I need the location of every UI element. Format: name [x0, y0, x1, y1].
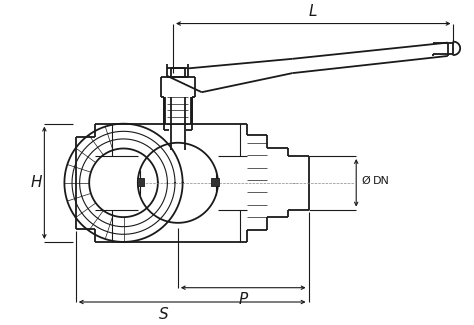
Text: DN: DN — [373, 176, 389, 186]
Bar — [137, 178, 145, 186]
Text: Ø: Ø — [361, 176, 370, 186]
Text: H: H — [31, 175, 43, 190]
Bar — [211, 178, 219, 186]
Text: L: L — [309, 4, 318, 19]
Text: S: S — [159, 307, 168, 322]
Text: P: P — [238, 292, 247, 307]
